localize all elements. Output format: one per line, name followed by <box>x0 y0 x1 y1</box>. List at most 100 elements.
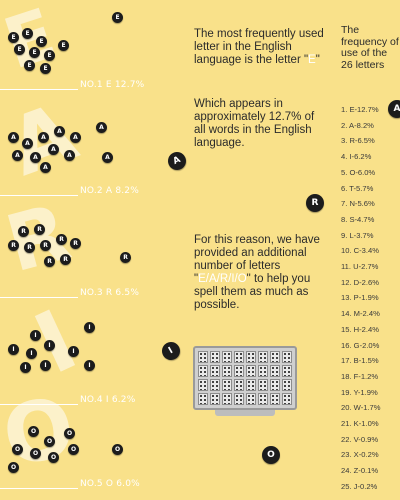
frequency-item: 9. L-3.7% <box>341 230 374 240</box>
frequency-item: 11. U-2.7% <box>341 262 379 272</box>
bead-e: E <box>8 32 19 43</box>
bead-i-large: I <box>158 338 184 364</box>
bead-i: I <box>84 322 95 333</box>
bead-r: R <box>70 238 81 249</box>
bead-o: O <box>68 444 79 455</box>
bead-r: R <box>8 240 19 251</box>
bead-e: E <box>14 44 25 55</box>
rank-label-3: NO.3 R 6.5% <box>80 288 140 298</box>
bead-i: I <box>30 330 41 341</box>
bead-o: O <box>64 428 75 439</box>
bead-a: A <box>48 144 59 155</box>
frequency-item: 15. H-2.4% <box>341 324 379 334</box>
bead-r-large: R <box>306 194 324 212</box>
frequency-item: 17. B-1.5% <box>341 356 379 366</box>
bead-r: R <box>34 224 45 235</box>
frequency-item: 5. O-6.0% <box>341 167 376 177</box>
reason-text: For this reason, we have provided an add… <box>194 234 324 312</box>
bead-r: R <box>60 254 71 265</box>
bead-o: O <box>44 436 55 447</box>
ghost-letter-i: I <box>20 290 91 394</box>
frequency-item: 2. A-8.2% <box>341 120 374 130</box>
bead-r: R <box>120 252 131 263</box>
bead-a: A <box>102 152 113 163</box>
bead-i: I <box>20 362 31 373</box>
frequency-item: 7. N-5.6% <box>341 199 375 209</box>
bead-a: A <box>8 132 19 143</box>
bead-o: O <box>8 462 19 473</box>
bead-o: O <box>30 448 41 459</box>
bead-a: A <box>96 122 107 133</box>
frequency-item: 10. C-3.4% <box>341 246 379 256</box>
frequency-item: 26. Q-0.1% <box>341 495 381 500</box>
frequency-item: 12. D-2.6% <box>341 277 379 287</box>
bead-i: I <box>40 360 51 371</box>
intro-text-end: " <box>315 54 320 66</box>
bead-a-edge: A <box>388 100 400 118</box>
intro-highlight-letter: E <box>308 54 316 66</box>
frequency-item: 8. S-4.7% <box>341 214 375 224</box>
bead-a-large: A <box>165 149 189 173</box>
frequency-item: 16. G-2.0% <box>341 340 380 350</box>
frequency-item: 22. V-0.9% <box>341 434 379 444</box>
tray-handle <box>215 410 275 416</box>
rank-divider <box>0 195 78 196</box>
rank-divider <box>0 488 78 489</box>
bead-e: E <box>58 40 69 51</box>
frequency-item: 6. T-5.7% <box>341 183 374 193</box>
frequency-item: 20. W-1.7% <box>341 403 381 413</box>
bead-o-large: O <box>262 446 280 464</box>
bead-a: A <box>64 150 75 161</box>
bead-e: E <box>44 50 55 61</box>
appears-text: Which appears in approximately 12.7% of … <box>194 98 315 149</box>
frequency-item: 24. Z-0.1% <box>341 466 379 476</box>
bead-a: A <box>38 132 49 143</box>
bead-i: I <box>84 360 95 371</box>
intro-text: The most frequently used letter in the E… <box>194 28 324 67</box>
bead-a: A <box>70 132 81 143</box>
bead-i: I <box>68 346 79 357</box>
bead-e: E <box>24 60 35 71</box>
bead-i: I <box>44 340 55 351</box>
frequency-item: 21. K-1.0% <box>341 419 379 429</box>
bead-a: A <box>40 162 51 173</box>
frequency-list: 1. E-12.7% 2. A-8.2% 3. R-6.5% 4. I-6.2% 5. … <box>341 102 381 500</box>
frequency-title: The frequency of use of the 26 letters <box>341 24 399 71</box>
bead-e: E <box>40 63 51 74</box>
bead-o: O <box>48 452 59 463</box>
frequency-item: 18. F-1.2% <box>341 371 379 381</box>
bead-r: R <box>44 256 55 267</box>
bead-storage-tray <box>193 346 297 416</box>
reason-highlight-letters: E/A/R/I/O <box>198 273 247 285</box>
bead-e: E <box>36 36 47 47</box>
bead-i: I <box>8 344 19 355</box>
bead-r: R <box>18 226 29 237</box>
bead-e: E <box>22 28 33 39</box>
frequency-item: 3. R-6.5% <box>341 136 375 146</box>
rank-label-1: NO.1 E 12.7% <box>80 80 145 90</box>
bead-e: E <box>29 47 40 58</box>
bead-o: O <box>112 444 123 455</box>
rank-divider <box>0 297 78 298</box>
bead-o: O <box>28 426 39 437</box>
frequency-item: 19. Y-1.9% <box>341 387 378 397</box>
rank-label-2: NO.2 A 8.2% <box>80 186 139 196</box>
rank-label-5: NO.5 O 6.0% <box>80 479 140 489</box>
bead-r: R <box>56 234 67 245</box>
rank-label-4: NO.4 I 6.2% <box>80 395 136 405</box>
frequency-item: 1. E-12.7% <box>341 105 379 114</box>
bead-e: E <box>112 12 123 23</box>
bead-i: I <box>26 348 37 359</box>
frequency-item: 14. M-2.4% <box>341 309 380 319</box>
bead-a: A <box>12 150 23 161</box>
intro-text-body: The most frequently used letter in the E… <box>194 28 324 66</box>
frequency-item: 23. X-0.2% <box>341 450 379 460</box>
reason-text-end: " to help you spell them as much as poss… <box>194 273 311 311</box>
rank-divider <box>0 404 78 405</box>
bead-o: O <box>12 444 23 455</box>
bead-a: A <box>30 152 41 163</box>
frequency-item: 4. I-6.2% <box>341 152 372 162</box>
bead-a: A <box>22 138 33 149</box>
frequency-item: 13. P-1.9% <box>341 293 379 303</box>
bead-a: A <box>54 126 65 137</box>
